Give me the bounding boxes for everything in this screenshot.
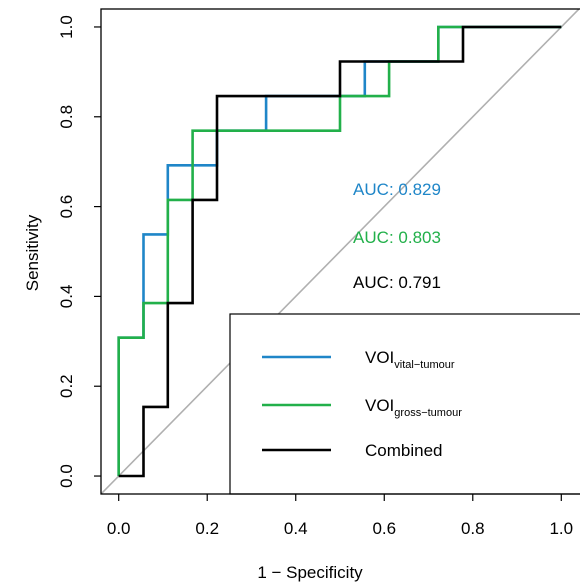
- reference-diagonal-line: [101, 9, 579, 494]
- plot-border: [100, 8, 580, 495]
- auc-label-1: AUC: 0.829: [353, 180, 441, 199]
- y-tick-label: 0.6: [57, 195, 76, 219]
- y-tick-label: 1.0: [57, 15, 76, 39]
- y-tick-label: 0.2: [57, 374, 76, 398]
- y-tick-label: 0.8: [57, 105, 76, 129]
- x-tick-label: 0.2: [195, 519, 219, 538]
- x-tick-label: 0.4: [284, 519, 308, 538]
- x-axis-label: 1 − Specificity: [257, 563, 363, 582]
- legend-label-2: VOIgross−tumour: [365, 396, 462, 419]
- legend-label-1: VOIvital−tumour: [365, 348, 455, 371]
- x-tick-label: 0.6: [372, 519, 396, 538]
- legend-label-3: Combined: [365, 441, 443, 460]
- x-tick-label: 1.0: [549, 519, 573, 538]
- auc-label-3: AUC: 0.791: [353, 273, 441, 292]
- y-tick-label: 0.0: [57, 464, 76, 488]
- x-tick-label: 0.8: [461, 519, 485, 538]
- x-tick-label: 0.0: [107, 519, 131, 538]
- roc-curve-3: [118, 25, 562, 478]
- auc-label-2: AUC: 0.803: [353, 228, 441, 247]
- y-axis-label: Sensitivity: [23, 214, 42, 291]
- y-tick-label: 0.4: [57, 285, 76, 309]
